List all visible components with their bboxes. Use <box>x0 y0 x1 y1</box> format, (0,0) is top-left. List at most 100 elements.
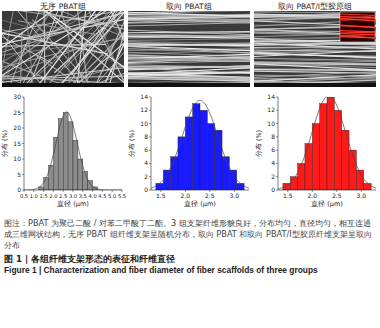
y-tick <box>149 136 151 137</box>
sem-info-bar <box>128 83 250 87</box>
fiber <box>128 52 250 56</box>
hist-bar <box>73 140 78 190</box>
hist-bar <box>364 183 371 190</box>
fiber <box>128 16 250 19</box>
x-axis-label: 直径 (μm) <box>184 200 216 208</box>
fiber <box>128 44 250 46</box>
fiber <box>254 64 376 71</box>
y-tick-label: 6 <box>144 146 148 153</box>
y-tick <box>22 97 24 98</box>
x-tick-label: 1.5 <box>156 192 166 199</box>
fiber <box>128 77 250 83</box>
x-tick-label: 5.0 <box>108 193 116 199</box>
x-tick-label: 5.5 <box>118 193 126 199</box>
x-tick <box>43 190 44 192</box>
hist-bar <box>334 110 341 190</box>
hist-bar <box>305 144 312 191</box>
y-tick <box>276 163 278 164</box>
hist-bar <box>200 110 207 190</box>
y-tick-label: 14 <box>140 93 148 100</box>
fiber <box>2 11 119 51</box>
fit-curve <box>278 97 376 189</box>
hist-bar <box>185 117 192 190</box>
y-tick-label: 4 <box>144 159 148 166</box>
fiber <box>128 32 250 35</box>
caption: 图注：PBAT 为聚己二酸 / 对苯二甲酸丁二酯。3 组支架纤维形貌良好，分布均… <box>4 218 376 276</box>
fiber <box>128 66 250 70</box>
x-tick-label: 2.0 <box>49 193 57 199</box>
x-tick-label: 2.0 <box>181 192 191 199</box>
fiber <box>254 71 376 77</box>
fiber <box>2 64 124 87</box>
x-tick-label: 0.5 <box>20 193 28 199</box>
y-tick-label: 0 <box>17 186 21 193</box>
fiber <box>128 68 250 75</box>
fiber <box>128 38 250 40</box>
fluorescent-fiber <box>340 19 375 21</box>
y-tick <box>149 110 151 111</box>
fluorescent-fiber <box>340 31 375 32</box>
fluorescent-fiber <box>340 14 375 15</box>
y-tick-label: 5 <box>17 171 21 178</box>
y-tick <box>22 143 24 144</box>
x-tick-label: 3.0 <box>230 192 240 199</box>
sem-image <box>128 11 250 87</box>
y-tick <box>149 123 151 124</box>
caption-title-cn: 图 1 | 各组纤维支架形态的表征和纤维直径 <box>4 253 376 265</box>
hist-bar <box>171 157 178 190</box>
y-axis <box>278 97 279 190</box>
x-axis-label: 直径 (μm) <box>57 200 89 208</box>
fiber <box>128 21 250 23</box>
fiber <box>128 71 250 77</box>
fiber <box>254 47 376 52</box>
fiber <box>254 43 376 49</box>
fluorescence-inset <box>340 12 375 42</box>
fiber <box>128 64 250 68</box>
y-tick-label: 10 <box>13 155 21 162</box>
bars <box>278 97 376 190</box>
hist-bar <box>163 170 170 190</box>
y-tick-label: 10 <box>267 120 275 127</box>
hist-bar <box>63 113 68 191</box>
fluorescent-fiber <box>340 37 375 38</box>
y-tick <box>149 190 151 191</box>
caption-note: 图注：PBAT 为聚己二酸 / 对苯二甲酸丁二酯。3 组支架纤维形貌良好，分布均… <box>4 218 376 251</box>
x-tick-label: 4.5 <box>98 193 106 199</box>
fiber <box>2 11 124 87</box>
y-tick <box>22 128 24 129</box>
y-tick-label: 12 <box>140 106 148 113</box>
fiber <box>128 74 250 77</box>
fiber <box>128 79 250 81</box>
fiber <box>128 46 250 53</box>
x-tick-label: 3.0 <box>69 193 77 199</box>
figure: 无序 PBAT组取向 PBAT组取向 PBAT/Ⅰ型胶原组05101520253… <box>0 0 380 218</box>
y-tick-label: 30 <box>13 93 21 100</box>
fluorescent-fiber <box>340 16 375 19</box>
y-tick-label: 4 <box>271 159 275 166</box>
y-tick <box>149 150 151 151</box>
fiber <box>128 30 250 35</box>
fiber <box>254 58 376 62</box>
y-tick-label: 20 <box>13 124 21 131</box>
y-tick <box>22 190 24 191</box>
x-tick <box>82 190 83 192</box>
fiber <box>254 84 376 86</box>
y-tick <box>276 176 278 177</box>
fiber <box>19 32 22 87</box>
x-tick-label: 4.0 <box>88 193 96 199</box>
y-tick-label: 8 <box>271 133 275 140</box>
fiber <box>254 75 376 77</box>
fiber <box>128 42 250 44</box>
fiber <box>254 64 376 66</box>
hist-bar <box>298 163 305 190</box>
x-tick-label: 1.0 <box>30 193 38 199</box>
caption-title-en: Figure 1 | Characterization and fiber di… <box>4 265 376 276</box>
x-tick-label: 1.5 <box>283 192 293 199</box>
fiber <box>128 32 250 33</box>
panel-label: 取向 PBAT/Ⅰ型胶原组 <box>278 2 352 11</box>
hist-bar <box>237 183 244 190</box>
fiber <box>4 11 124 44</box>
hist-bar <box>193 104 200 190</box>
fiber <box>128 36 250 38</box>
x-tick-label: 2.5 <box>59 193 67 199</box>
